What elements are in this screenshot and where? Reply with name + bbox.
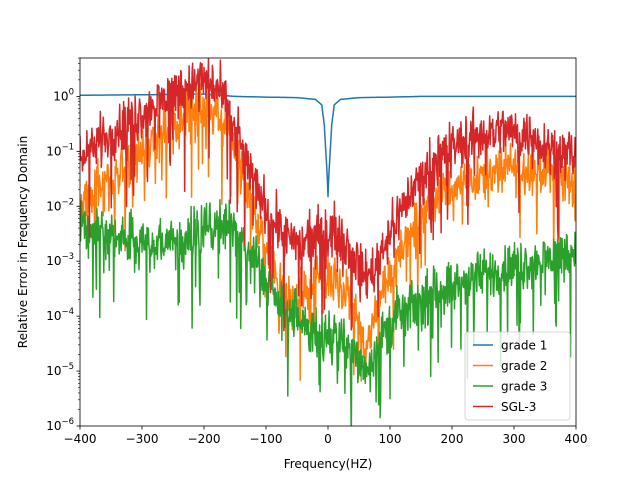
legend-box: [464, 331, 571, 421]
x-tick-label: 100: [379, 432, 402, 446]
x-tick-label: 0: [324, 432, 332, 446]
y-tick-label: 10−5: [46, 362, 74, 378]
legend: grade 1 grade 2 grade 3 SGL-3: [464, 331, 571, 421]
y-tick-label: 100: [53, 87, 74, 103]
x-tick-label: −200: [188, 432, 221, 446]
series-line-grade-2: [80, 81, 576, 386]
x-tick-label: −300: [126, 432, 159, 446]
series-layer: [80, 58, 576, 426]
series-line-grade-3: [80, 199, 576, 426]
legend-label: grade 3: [501, 380, 547, 394]
y-tick-label: 10−2: [46, 197, 74, 213]
x-tick-label: 300: [503, 432, 526, 446]
y-tick-label: 10−4: [46, 307, 74, 323]
y-tick-label: 10−6: [46, 417, 74, 433]
y-axis-label: Relative Error in Frequency Domain: [16, 136, 30, 348]
x-tick-label: −100: [250, 432, 283, 446]
y-tick-label: 10−3: [46, 252, 74, 268]
x-axis: −400 −300 −200 −100 0 100 200 300 400: [64, 426, 588, 446]
x-axis-label: Frequency(HZ): [284, 457, 373, 471]
legend-label: grade 2: [501, 359, 547, 373]
x-tick-label: 400: [565, 432, 588, 446]
x-tick-label: 200: [441, 432, 464, 446]
legend-label: grade 1: [501, 339, 547, 353]
series-line-sgl-3: [80, 58, 576, 332]
y-axis: 100 10−1 10−2 10−3 10−4 10−5 10−6: [46, 57, 80, 433]
legend-label: SGL-3: [501, 400, 536, 414]
x-tick-label: −400: [64, 432, 97, 446]
y-tick-label: 10−1: [46, 142, 74, 158]
